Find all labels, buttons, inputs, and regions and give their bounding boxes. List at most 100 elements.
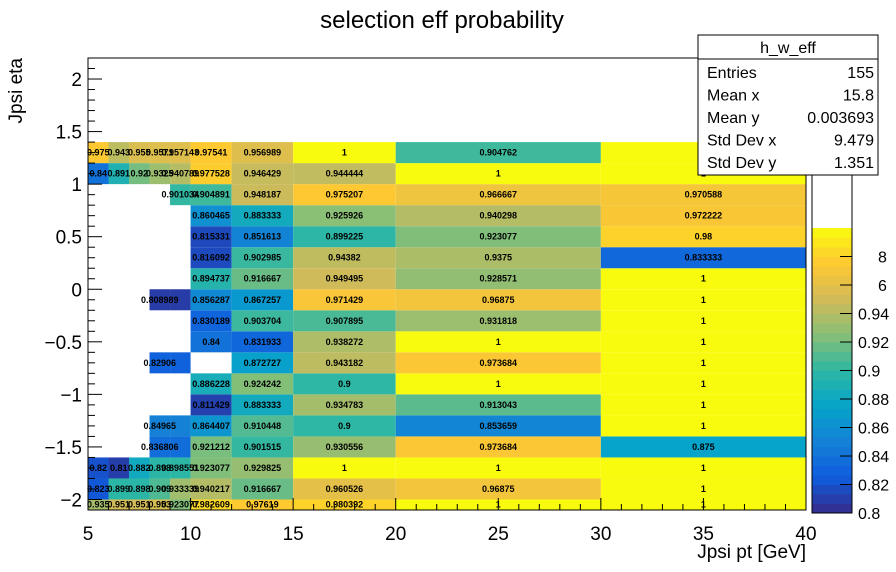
cell-value-label: 0.929825: [244, 463, 282, 473]
cell-value-label: 0.9: [338, 379, 351, 389]
cell-value-label: 0.924242: [244, 379, 282, 389]
colorbar-band: [812, 323, 852, 333]
heatmap-cell: [293, 142, 396, 164]
stats-row-label: Std Dev x: [707, 133, 776, 150]
heatmap-cell: [293, 268, 396, 290]
heatmap-cell: [108, 142, 130, 164]
cell-value-label: 0.851613: [244, 232, 282, 242]
stats-row-label: Mean y: [707, 110, 759, 127]
colorbar-tick-label: 6: [878, 278, 887, 295]
colorbar-tick-label: 0.84: [858, 449, 889, 466]
cell-value-label: 0.898551: [162, 463, 200, 473]
heatmap-cell: [129, 457, 150, 479]
colorbar-band: [812, 361, 852, 371]
cell-value-label: 0.916667: [244, 484, 282, 494]
cell-value-label: 0.904891: [192, 190, 230, 200]
stats-row-label: Entries: [707, 65, 757, 82]
cell-value-label: 0.943: [108, 148, 131, 158]
cell-value-label: 1: [496, 379, 501, 389]
cell-value-label: 0.928571: [480, 274, 518, 284]
y-axis-label: Jpsi eta: [6, 58, 27, 124]
cell-value-label: 0.944444: [326, 169, 364, 179]
cell-value-label: 0.811429: [193, 400, 230, 410]
cell-value-label: 1: [701, 484, 706, 494]
y-tick-label: 0: [71, 280, 82, 301]
stats-row-label: Mean x: [707, 88, 759, 105]
heatmap-cell: [231, 310, 294, 332]
heatmap-cell: [293, 373, 396, 395]
heatmap-cell: [231, 352, 294, 374]
colorbar-band: [812, 247, 852, 257]
colorbar-band: [812, 294, 852, 305]
heatmap-cell: [170, 478, 191, 500]
cell-value-label: 0.980392: [326, 500, 364, 510]
heatmap-cell: [170, 184, 191, 206]
heatmap-cell: [395, 163, 601, 185]
cell-value-label: 0.916667: [244, 274, 282, 284]
cell-value-label: 0.96875: [482, 295, 515, 305]
heatmap-cell: [395, 436, 601, 458]
heatmap-cell: [108, 163, 130, 185]
heatmap-cell: [293, 163, 396, 185]
heatmap-cell: [395, 352, 601, 374]
heatmap-cell: [129, 163, 150, 185]
colorbar-tick-label: 8: [878, 250, 887, 267]
colorbar-band: [812, 304, 852, 314]
cell-value-label: 0.923077: [480, 232, 518, 242]
colorbar-tick-label: 0.92: [858, 335, 889, 352]
cell-value-label: 0.899225: [326, 232, 364, 242]
x-tick-label: 25: [488, 524, 509, 545]
colorbar-band: [812, 465, 852, 476]
heatmap-cell: [88, 499, 109, 510]
cell-value-label: 0.923077: [192, 463, 230, 473]
cell-value-label: 0.860465: [192, 211, 230, 221]
heatmap-cell: [600, 352, 806, 374]
cell-value-label: 0.960526: [326, 484, 364, 494]
colorbar-band: [812, 408, 852, 419]
heatmap-cell: [231, 289, 294, 311]
heatmap-cell: [600, 226, 806, 248]
heatmap-cell: [170, 352, 191, 374]
cell-value-label: 1: [701, 358, 706, 368]
heatmap-cell: [600, 268, 806, 290]
stats-row-value: 155: [847, 65, 874, 82]
cell-value-label: 0.901515: [244, 442, 282, 452]
cell-value-label: 0.98: [695, 232, 713, 242]
heatmap-cell: [395, 289, 601, 311]
stats-row-label: Std Dev y: [707, 155, 776, 172]
cell-value-label: 0.913043: [480, 400, 518, 410]
heatmap-cell: [170, 142, 191, 164]
cell-value-label: 0.933339: [162, 484, 200, 494]
heatmap-cell: [108, 457, 130, 479]
cell-value-label: 1: [342, 463, 347, 473]
cell-value-label: 0.977528: [192, 169, 230, 179]
colorbar-band: [812, 332, 852, 343]
heatmap-cell: [129, 142, 150, 164]
heatmap-cell: [170, 499, 191, 510]
heatmap-cell: [149, 436, 171, 458]
colorbar-band: [812, 313, 852, 324]
cell-value-label: 0.948187: [244, 190, 282, 200]
cell-value-label: 0.9571: [146, 148, 174, 158]
heatmap-cell: [149, 499, 171, 510]
heatmap-cell: [395, 457, 601, 479]
heatmap-cell: [190, 436, 232, 458]
heatmap-cell: [600, 331, 806, 353]
heatmap-cell: [395, 184, 601, 206]
heatmap-cell: [600, 373, 806, 395]
cell-value-label: 0.875: [692, 442, 715, 452]
colorbar-band: [812, 399, 852, 409]
cell-value-label: 0.853659: [480, 421, 518, 431]
heatmap-cell: [293, 226, 396, 248]
cell-value-label: 1: [496, 463, 501, 473]
cell-value-label: 0.966667: [480, 190, 518, 200]
cell-value-label: 0.872727: [244, 358, 282, 368]
cell-value-label: 0.940298: [480, 211, 518, 221]
colorbar-tick-label: 0.82: [858, 478, 889, 495]
heatmap-cell: [149, 415, 171, 437]
colorbar-band: [812, 380, 852, 390]
heatmap-cell: [293, 352, 396, 374]
heatmap-cell: [395, 205, 601, 227]
cell-value-label: 1: [701, 400, 706, 410]
